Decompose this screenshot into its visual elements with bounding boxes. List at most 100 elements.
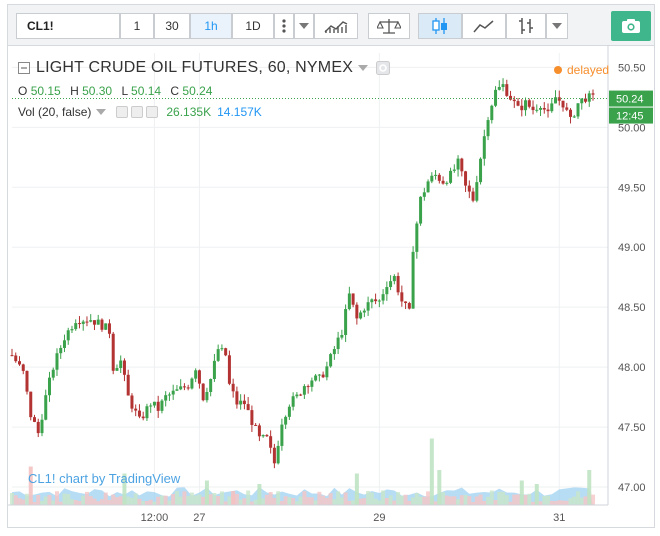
volume-bar	[306, 497, 311, 505]
price-tick-label: 50.50	[618, 62, 646, 74]
volume-bar	[317, 491, 322, 505]
volume-bar	[81, 495, 86, 505]
interval-dropdown-button[interactable]	[294, 13, 314, 39]
volume-bar	[171, 494, 176, 505]
candle-body	[554, 97, 558, 104]
volume-bar	[549, 500, 554, 505]
close-icon[interactable]	[146, 106, 159, 118]
candle-body	[400, 292, 404, 302]
chart-widget: CL1! 1 30 1h 1D 50.50 50.0	[7, 4, 655, 528]
candle-body	[591, 93, 595, 95]
volume-bar	[332, 499, 337, 505]
more-intervals-button[interactable]	[274, 13, 294, 39]
volume-bar	[137, 498, 142, 505]
candle-body	[362, 310, 366, 313]
candle-body	[572, 116, 576, 118]
candle-body	[107, 323, 111, 334]
candle-body	[81, 321, 85, 324]
interval-30-button[interactable]: 30	[154, 13, 190, 39]
volume-bar	[426, 491, 431, 505]
line-style-icon	[473, 20, 494, 33]
candle-body	[265, 435, 269, 437]
candle-body	[479, 158, 483, 183]
volume-bar	[36, 494, 41, 505]
candle-body	[220, 348, 224, 350]
collapse-legend-icon[interactable]	[18, 62, 30, 74]
candle-body	[29, 391, 33, 418]
price-chart[interactable]: 50.50 50.00 49.50 49.00 48.50 48.00 47.50 47.00…	[8, 45, 654, 527]
chevron-down-icon[interactable]	[96, 109, 107, 115]
chart-style-dropdown-button[interactable]	[546, 13, 568, 39]
candle-body	[74, 323, 78, 330]
candle-body	[156, 401, 160, 411]
volume-bar	[456, 499, 461, 505]
candle-body	[426, 181, 430, 193]
indicators-button[interactable]	[314, 13, 358, 39]
volume-bar	[272, 497, 277, 505]
price-tick-label: 48.00	[618, 362, 646, 374]
volume-bar	[302, 491, 307, 505]
candle-body	[17, 361, 21, 365]
symbol-search-button[interactable]: CL1!	[16, 13, 120, 39]
interval-1-button[interactable]: 1	[120, 13, 154, 39]
candle-body	[524, 100, 528, 111]
volume-bar	[212, 492, 217, 505]
candle-body	[569, 109, 573, 117]
volume-bar	[66, 494, 71, 505]
candle-body	[422, 192, 426, 197]
candle-body	[430, 175, 434, 182]
visibility-icon[interactable]	[116, 106, 129, 118]
status-dot-icon	[554, 66, 562, 74]
candle-body	[126, 374, 130, 396]
candle-body	[501, 84, 505, 87]
candle-body	[475, 182, 479, 201]
volume-bar	[58, 501, 63, 505]
volume-bar	[546, 495, 551, 505]
interval-1h-button[interactable]: 1h	[190, 13, 232, 39]
volume-bar	[238, 499, 243, 505]
volume-bar	[133, 493, 138, 505]
candle-body	[85, 321, 89, 323]
line-style-button[interactable]	[462, 13, 506, 39]
volume-bar	[156, 496, 161, 505]
volume-bar	[111, 494, 116, 505]
delayed-label: delayed	[567, 63, 610, 77]
candles-style-button[interactable]	[418, 13, 462, 39]
candle-body	[239, 400, 243, 405]
compare-button[interactable]	[368, 13, 410, 39]
more-vertical-icon	[282, 19, 286, 33]
candle-body	[171, 390, 175, 395]
chevron-down-icon[interactable]	[358, 65, 369, 71]
snapshot-button[interactable]	[611, 11, 651, 41]
volume-bar	[519, 480, 524, 505]
candle-body	[452, 169, 456, 171]
volume-bar	[242, 498, 247, 505]
settings-icon[interactable]	[131, 106, 144, 118]
interval-1d-button[interactable]: 1D	[232, 13, 274, 39]
candle-body	[104, 323, 108, 330]
open-label: O	[18, 84, 28, 98]
volume-bar	[497, 491, 502, 505]
candle-body	[194, 370, 198, 379]
settings-icon[interactable]	[376, 61, 391, 75]
close-label: C	[170, 84, 180, 98]
volume-bar	[343, 492, 348, 505]
candle-body	[576, 103, 580, 117]
volume-bar	[474, 496, 479, 505]
volume-bar	[572, 496, 577, 505]
candle-body	[269, 436, 273, 448]
volume-bar	[17, 498, 22, 505]
candle-body	[460, 158, 464, 172]
candle-body	[272, 447, 276, 464]
candle-body	[209, 379, 213, 392]
volume-bar	[107, 500, 112, 505]
series-title: LIGHT CRUDE OIL FUTURES, 60, NYMEX	[36, 59, 354, 76]
bars-style-button[interactable]	[506, 13, 546, 39]
time-tick-label: 29	[373, 512, 385, 524]
candle-body	[216, 349, 220, 361]
candle-body	[182, 386, 186, 388]
volume-bar	[501, 491, 506, 505]
volume-bar	[486, 496, 491, 505]
candle-body	[366, 302, 370, 311]
watermark[interactable]: CL1! chart by TradingView	[28, 471, 180, 486]
